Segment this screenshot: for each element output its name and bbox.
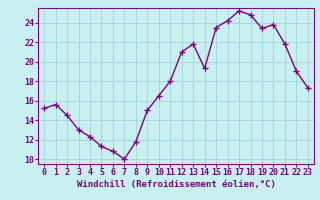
X-axis label: Windchill (Refroidissement éolien,°C): Windchill (Refroidissement éolien,°C) [76, 180, 276, 189]
